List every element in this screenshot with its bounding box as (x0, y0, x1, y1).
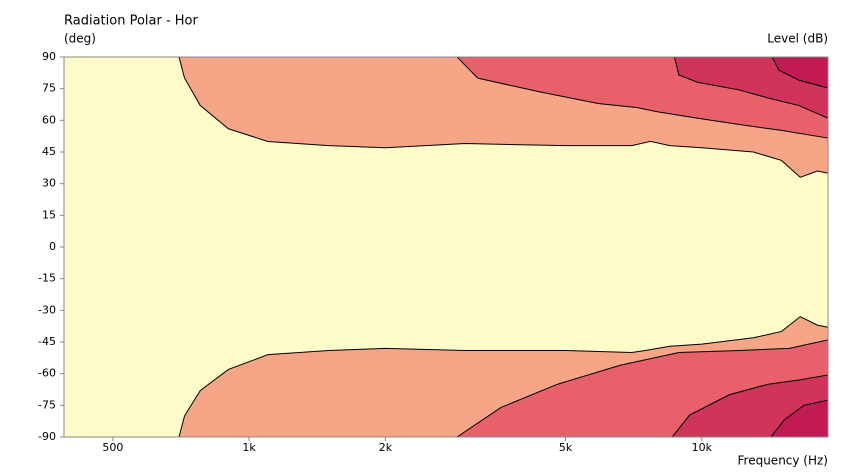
level-label: Level (dB) (767, 32, 828, 46)
x-tick-label: 5k (559, 441, 573, 454)
y-tick-label: -30 (38, 303, 56, 316)
x-axis-label: Frequency (Hz) (738, 454, 829, 468)
contour-line (456, 339, 829, 438)
y-tick-label: 45 (42, 145, 56, 158)
y-tick-label: 90 (42, 50, 56, 63)
y-tick-label: 75 (42, 82, 56, 95)
y-tick-label: -90 (38, 430, 56, 443)
y-tick-label: 60 (42, 113, 56, 126)
y-tick-label: -60 (38, 367, 56, 380)
y-tick-label: 30 (42, 177, 56, 190)
x-tick-label: 2k (379, 441, 393, 454)
y-tick-label: -15 (38, 272, 56, 285)
contour-line (178, 316, 829, 438)
contour-region (770, 400, 828, 437)
contour-region (772, 57, 828, 89)
y-tick-label: 0 (49, 240, 56, 253)
x-tick-label: 1k (242, 441, 256, 454)
chart-title: Radiation Polar - Hor (64, 14, 199, 29)
y-tick-label: -45 (38, 335, 56, 348)
x-tick-label: 500 (102, 441, 123, 454)
contour-line (178, 56, 829, 178)
contour-line (770, 399, 829, 438)
y-axis-label: (deg) (64, 32, 96, 46)
y-tick-label: 15 (42, 208, 56, 221)
x-tick-label: 10k (692, 441, 713, 454)
contour-line (771, 56, 829, 89)
contour-line (671, 374, 829, 438)
contour-line (673, 56, 829, 119)
contour-line (456, 56, 829, 139)
y-tick-label: -75 (38, 398, 56, 411)
